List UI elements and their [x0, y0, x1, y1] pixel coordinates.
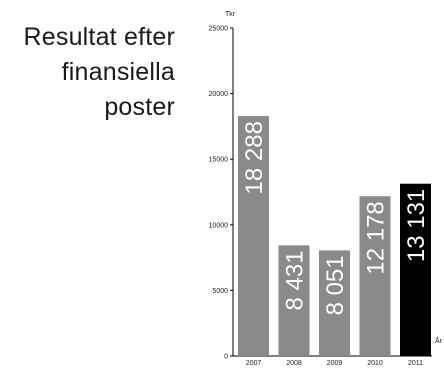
bar-value-label: 13 131 [403, 189, 430, 262]
y-tick-label: 15000 [209, 157, 229, 164]
title-line-1: Resultat efter [23, 23, 175, 51]
bar [359, 196, 391, 356]
bar [319, 250, 350, 356]
chart-title: Resultat efter finansiella poster [0, 20, 175, 125]
x-axis-title: År [435, 336, 443, 345]
bars [238, 116, 431, 357]
y-tick-label: 20000 [209, 91, 229, 98]
y-tick-label: 5000 [212, 288, 228, 295]
x-tick-label: 2011 [408, 360, 423, 367]
bar [238, 116, 269, 357]
x-tick-label: 2008 [286, 360, 302, 367]
bar-value-label: 12 178 [363, 201, 390, 274]
y-tick-label: 0 [224, 354, 228, 361]
bar-value-label: 18 288 [241, 121, 268, 194]
bar [278, 245, 310, 356]
bar [400, 183, 431, 356]
y-tick-label: 10000 [209, 222, 229, 229]
x-tick-label: 2010 [367, 360, 383, 367]
bar-labels: 2007 18 288 2008 8 431 2009 8 051 2010 12 178 20… [241, 121, 430, 367]
x-tick-label: 2009 [327, 360, 343, 367]
bar-value-label: 8 431 [282, 250, 309, 310]
x-tick-label: 2007 [246, 360, 262, 367]
title-line-3: poster [104, 93, 175, 121]
title-line-2: finansiella [61, 58, 175, 86]
bar-value-label: 8 051 [322, 255, 349, 315]
y-tick-label: 25000 [209, 26, 229, 33]
y-axis-title: Tkr [225, 11, 236, 18]
